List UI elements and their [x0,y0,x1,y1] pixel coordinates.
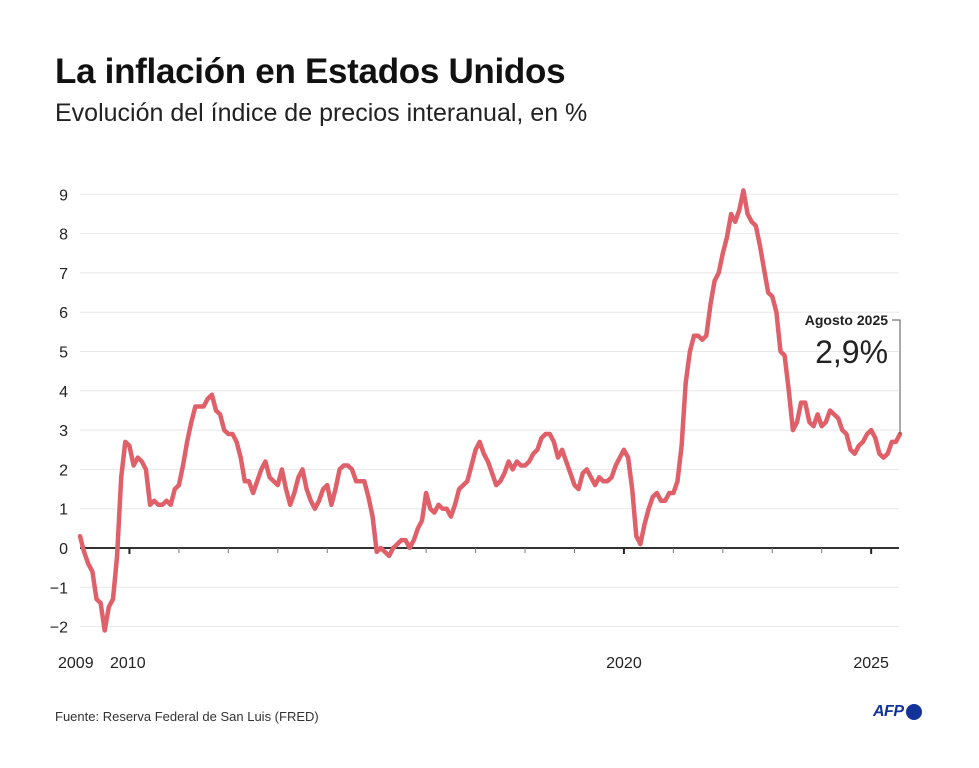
y-tick-label: 2 [59,462,68,479]
x-tick-label: 2020 [606,655,642,672]
gridlines [80,193,899,628]
afp-logo-dot-icon [905,704,922,720]
y-tick-label: 5 [59,345,68,362]
y-tick-label: 0 [59,541,68,558]
annotation-value: 2,9% [815,334,888,370]
y-tick-label: 6 [59,305,68,322]
annotation-date: Agosto 2025 [805,312,888,328]
y-tick-label: 3 [59,423,68,440]
x-tick-label: 2010 [110,655,146,672]
y-tick-label: 7 [59,266,68,283]
chart-subtitle: Evolución del índice de precios interanu… [55,99,588,127]
afp-logo-text: AFP [873,703,904,720]
y-tick-label: 1 [59,502,68,519]
x-axis: 2009 2010 2020 2025 [58,547,899,672]
y-tick-label: −1 [50,580,68,597]
y-tick-label: −2 [50,620,68,637]
x-tick-label: 2009 [58,655,94,672]
inflation-line [77,188,903,633]
y-axis: −2 −1 0 1 2 3 4 5 6 7 8 9 [50,187,68,636]
y-tick-label: 4 [59,384,68,401]
chart-title: La inflación en Estados Unidos [55,52,566,91]
x-tick-label: 2025 [853,655,889,672]
source-note: Fuente: Reserva Federal de San Luis (FRE… [55,709,319,724]
y-tick-label: 9 [59,187,68,204]
afp-logo: AFP [873,703,922,721]
y-tick-label: 8 [59,227,68,244]
latest-value-annotation: Agosto 2025 2,9% [805,312,901,435]
annotation-leader-line [892,319,901,435]
